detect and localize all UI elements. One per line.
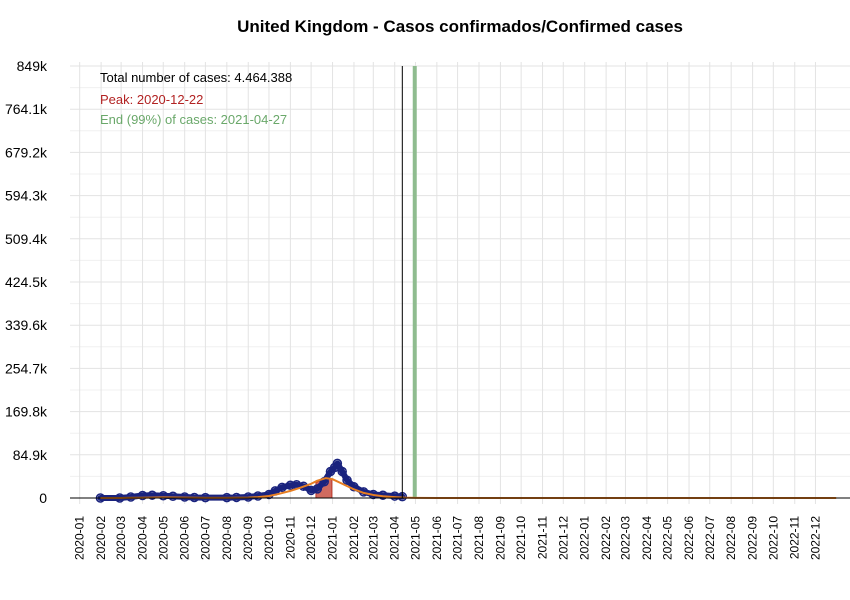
x-tick-label: 2022-01: [578, 516, 592, 560]
annotation-total: Total number of cases: 4.464.388: [100, 70, 292, 85]
x-tick-label: 2020-06: [178, 516, 192, 560]
grid: [70, 62, 850, 504]
x-tick-label: 2021-04: [388, 516, 402, 560]
y-tick-label: 509.4k: [5, 231, 48, 247]
x-tick-label: 2020-02: [94, 516, 108, 560]
end-bar: [412, 66, 417, 498]
annotation-peak: Peak: 2020-12-22: [100, 92, 203, 107]
x-axis-ticks: 2020-01 2020-02 2020-03 2020-04 2020-05 2020-…: [73, 516, 823, 560]
annotation-end: End (99%) of cases: 2021-04-27: [100, 112, 287, 127]
observed-point: [285, 480, 296, 491]
y-tick-label: 339.6k: [5, 317, 48, 333]
x-tick-label: 2021-05: [408, 516, 422, 560]
y-tick-label: 0: [39, 490, 47, 506]
observed-point: [298, 481, 309, 492]
x-tick-label: 2022-05: [661, 516, 675, 560]
x-tick-label: 2021-07: [451, 516, 465, 560]
x-tick-label: 2022-12: [808, 516, 822, 560]
observed-point: [168, 491, 178, 501]
x-tick-label: 2021-10: [514, 516, 528, 560]
observed-point: [342, 475, 352, 485]
x-tick-label: 2020-11: [283, 516, 297, 559]
observed-point: [337, 466, 347, 477]
x-tick-label: 2020-12: [304, 516, 318, 560]
y-tick-label: 254.7k: [5, 360, 48, 376]
x-tick-label: 2022-06: [682, 516, 696, 560]
x-tick-label: 2022-07: [703, 516, 717, 560]
x-tick-label: 2020-08: [220, 516, 234, 560]
x-tick-label: 2022-09: [746, 516, 760, 560]
x-tick-label: 2021-01: [326, 516, 340, 560]
x-tick-label: 2022-03: [618, 516, 632, 560]
y-tick-label: 424.5k: [5, 274, 48, 290]
x-tick-label: 2020-05: [156, 516, 170, 560]
observed-point: [137, 490, 148, 501]
y-tick-label: 679.2k: [5, 144, 48, 160]
x-tick-label: 2020-03: [114, 516, 128, 560]
observed-point: [312, 484, 323, 494]
x-tick-label: 2021-02: [347, 516, 361, 560]
x-tick-label: 2020-04: [136, 516, 150, 560]
observed-point: [147, 490, 157, 500]
x-tick-label: 2022-08: [724, 516, 738, 560]
observed-point: [332, 458, 343, 469]
x-tick-label: 2021-06: [430, 516, 444, 560]
x-tick-label: 2020-10: [262, 516, 276, 560]
marks-layer: [95, 458, 837, 503]
x-tick-label: 2020-01: [73, 516, 87, 560]
y-tick-label: 764.1k: [5, 101, 48, 117]
x-tick-label: 2022-11: [788, 516, 802, 559]
chart-title: United Kingdom - Casos confirmados/Confi…: [237, 17, 683, 36]
x-tick-label: 2022-02: [599, 516, 613, 560]
x-tick-label: 2020-09: [241, 516, 255, 560]
x-tick-label: 2020-07: [198, 516, 212, 560]
x-tick-label: 2021-11: [536, 516, 550, 559]
x-tick-label: 2021-12: [556, 516, 570, 560]
x-tick-label: 2022-04: [640, 516, 654, 560]
x-tick-label: 2022-10: [766, 516, 780, 560]
observed-point: [158, 490, 169, 501]
axes: [70, 66, 850, 499]
y-tick-label: 84.9k: [13, 447, 48, 463]
x-tick-label: 2021-08: [472, 516, 486, 560]
x-tick-label: 2021-09: [493, 516, 507, 560]
x-tick-label: 2021-03: [366, 516, 380, 560]
y-axis-ticks: 0 84.9k 169.8k 254.7k 339.6k 424.5k 509.4k 594.…: [5, 58, 48, 506]
observed-point: [306, 485, 316, 496]
y-tick-label: 849k: [17, 58, 48, 74]
y-tick-label: 169.8k: [5, 404, 48, 420]
y-tick-label: 594.3k: [5, 188, 48, 204]
